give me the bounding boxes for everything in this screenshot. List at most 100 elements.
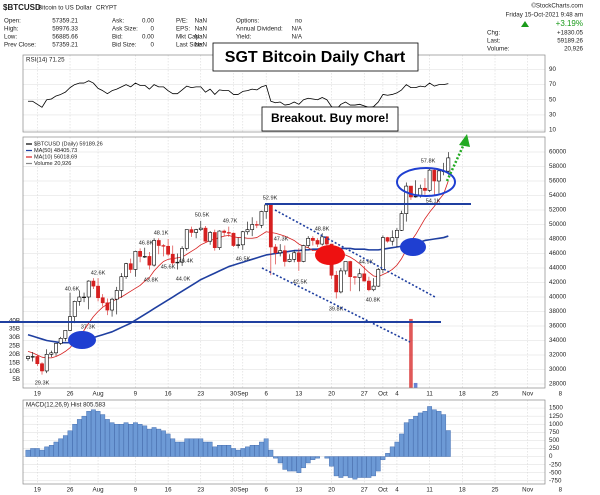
macd-bar (114, 424, 120, 457)
quote-label: Low: (4, 34, 17, 41)
panel-title: MACD(12,26,9) Hist 805.583 (26, 402, 106, 409)
x-tick-label: 4 (395, 391, 399, 398)
price-label: 47.3K (274, 236, 289, 242)
arrow-head (459, 134, 470, 147)
y-tick-label: 1500 (549, 405, 563, 412)
quote-label: EPS: (176, 26, 190, 33)
x-tick-label: 11 (426, 487, 433, 494)
x-tick-label: 13 (295, 391, 302, 398)
macd-bar (142, 425, 148, 457)
candle-body (26, 356, 30, 359)
macd-bar (259, 441, 264, 457)
quote-value: 57359.21 (52, 18, 78, 25)
candle-body (63, 330, 68, 339)
macd-bar (254, 445, 260, 457)
x-tick-label: 18 (459, 487, 466, 494)
price-label: 40.6K (65, 286, 80, 292)
macd-bar (39, 449, 45, 457)
candle-body (72, 301, 77, 317)
y-tick-label: 32000 (549, 352, 567, 359)
macd-bar (203, 441, 208, 457)
candle-body (282, 250, 287, 262)
candle-body (348, 261, 353, 278)
quote-value: no (295, 18, 302, 25)
macd-bar (58, 438, 64, 457)
price-label: 42.5K (293, 279, 308, 285)
candle-body (371, 285, 376, 291)
candle-body (278, 250, 283, 254)
macd-bar (394, 441, 400, 457)
price-label: 46.8K (139, 240, 154, 246)
x-tick-label: 11 (426, 391, 433, 398)
y-tick-label: -250 (549, 461, 562, 468)
price-label: 43.8K (144, 277, 159, 283)
candle-body (222, 230, 227, 233)
candle-body (35, 356, 40, 365)
panel-frame (22, 399, 546, 485)
y-tick-label: 1000 (549, 421, 563, 428)
x-tick-label: Aug (93, 487, 105, 494)
x-tick-label: 26 (67, 391, 74, 398)
stat-value: +1830.05 (557, 30, 584, 37)
candle-body (404, 185, 409, 214)
x-tick-label: 8 (559, 487, 563, 494)
annotation-box (261, 106, 399, 132)
candle-body (381, 237, 385, 270)
macd-bar (90, 409, 96, 457)
x-tick-label: 27 (361, 487, 368, 494)
quote-label: Last Size: (176, 42, 203, 49)
up-arrow (521, 21, 529, 27)
candle-body (357, 273, 362, 278)
macd-bar (371, 456, 376, 477)
macd-bar (249, 445, 255, 457)
y-tick-label: 30000 (549, 366, 567, 373)
macd-bar (179, 441, 185, 457)
quote-value: N/A (292, 34, 303, 41)
quote-label: P/E: (176, 18, 188, 25)
x-tick-label: 9 (134, 487, 138, 494)
candle-body (203, 227, 208, 242)
candle-body (427, 169, 432, 191)
candle-body (399, 213, 404, 231)
macd-bar (273, 456, 278, 459)
candle-body (142, 256, 147, 258)
candle-body (362, 273, 367, 282)
y-tick-label: 0 (549, 453, 553, 460)
candle-body (343, 261, 348, 272)
candle-body (390, 237, 395, 242)
x-tick-label: Sep (237, 391, 249, 398)
quote-label: Bid Size: (112, 42, 137, 49)
macd-bar (189, 438, 194, 457)
y-tick-label: 35B (9, 326, 20, 333)
x-tick-label: 20 (328, 487, 335, 494)
macd-bar (427, 406, 433, 457)
candle-body (385, 237, 390, 242)
x-tick-label: 27 (361, 391, 368, 398)
candle-body (152, 240, 156, 266)
macd-bar (361, 456, 367, 478)
macd-bar (296, 456, 302, 473)
candle-body (423, 187, 427, 191)
macd-bar (48, 445, 54, 457)
quote-value: NaN (195, 34, 207, 41)
macd-bar (193, 438, 199, 457)
x-tick-label: Oct (378, 487, 388, 494)
y-tick-label: 36000 (549, 323, 567, 330)
candle-body (175, 261, 180, 264)
stat-value: 59189.26 (557, 38, 583, 45)
macd-bar (338, 456, 344, 478)
price-label: 44.9K (359, 259, 374, 265)
price-label: 54.1K (426, 198, 441, 204)
macd-bar (86, 411, 92, 457)
y-tick-label: 70 (549, 81, 556, 88)
quote-value: NaN (195, 26, 207, 33)
x-tick-label: 6 (264, 487, 268, 494)
y-tick-label: 250 (549, 445, 560, 452)
highlight (68, 331, 96, 349)
candle-body (180, 248, 185, 263)
macd-bar (352, 456, 358, 480)
candle-body (100, 297, 105, 304)
x-tick-label: 30 (230, 391, 237, 398)
macd-bar (380, 456, 386, 460)
